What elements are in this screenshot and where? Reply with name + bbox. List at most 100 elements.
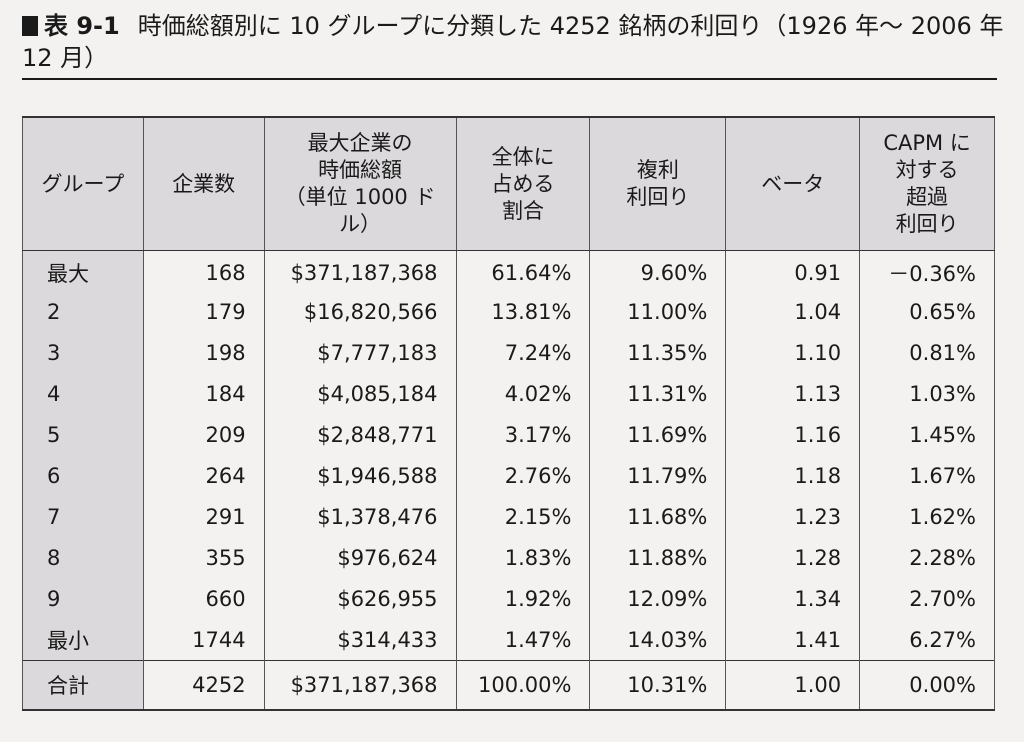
cell-compound-return: 11.88% <box>589 537 727 579</box>
cell-beta: 1.41 <box>725 619 861 661</box>
cell-group: 最小 <box>22 619 144 661</box>
cell-largest-market-cap: $2,848,771 <box>263 414 457 456</box>
cell-beta: 1.23 <box>725 496 861 538</box>
header-compound-return: 複利 利回り <box>589 116 727 251</box>
table-row: 5 209 $2,848,771 3.17% 11.69% 1.16 1.45% <box>22 414 995 456</box>
total-cell-company-count: 4252 <box>142 660 265 711</box>
table-title: 時価総額別に 10 グループに分類した 4252 銘柄の利回り（1926 年～ … <box>22 12 1004 72</box>
total-cell-group: 合計 <box>22 660 144 711</box>
cell-compound-return: 11.69% <box>589 414 727 456</box>
table-number: 表 9-1 <box>44 12 120 40</box>
cell-largest-market-cap: $626,955 <box>263 578 457 620</box>
cell-beta: 1.04 <box>725 291 861 333</box>
cell-share-of-total: 61.64% <box>455 250 591 292</box>
cell-share-of-total: 7.24% <box>455 332 591 374</box>
cell-beta: 1.10 <box>725 332 861 374</box>
cell-largest-market-cap: $314,433 <box>263 619 457 661</box>
cell-largest-market-cap: $1,378,476 <box>263 496 457 538</box>
cell-excess-return-vs-capm: 0.81% <box>859 332 995 374</box>
header-group: グループ <box>22 116 144 251</box>
cell-compound-return: 12.09% <box>589 578 727 620</box>
table-caption: 表 9-1 時価総額別に 10 グループに分類した 4252 銘柄の利回り（192… <box>22 10 1012 74</box>
cell-company-count: 198 <box>142 332 265 374</box>
cell-compound-return: 11.79% <box>589 455 727 497</box>
cell-compound-return: 14.03% <box>589 619 727 661</box>
cell-company-count: 184 <box>142 373 265 415</box>
cell-excess-return-vs-capm: 1.62% <box>859 496 995 538</box>
cell-share-of-total: 1.83% <box>455 537 591 579</box>
table-row: 2 179 $16,820,566 13.81% 11.00% 1.04 0.65% <box>22 291 995 333</box>
cell-beta: 0.91 <box>725 250 861 292</box>
cell-group: 5 <box>22 414 144 456</box>
cell-beta: 1.34 <box>725 578 861 620</box>
table-row: 7 291 $1,378,476 2.15% 11.68% 1.23 1.62% <box>22 496 995 538</box>
header-row: グループ 企業数 最大企業の 時価総額 （単位 1000 ドル） 全体に 占める 割合… <box>22 116 995 251</box>
table-row: 9 660 $626,955 1.92% 12.09% 1.34 2.70% <box>22 578 995 620</box>
cell-beta: 1.28 <box>725 537 861 579</box>
cell-group: 6 <box>22 455 144 497</box>
cell-share-of-total: 2.76% <box>455 455 591 497</box>
header-company-count: 企業数 <box>142 116 265 251</box>
cell-company-count: 264 <box>142 455 265 497</box>
total-cell-share-of-total: 100.00% <box>455 660 591 711</box>
cell-company-count: 291 <box>142 496 265 538</box>
cell-compound-return: 9.60% <box>589 250 727 292</box>
cell-company-count: 660 <box>142 578 265 620</box>
cell-group: 7 <box>22 496 144 538</box>
cell-compound-return: 11.31% <box>589 373 727 415</box>
cell-compound-return: 11.35% <box>589 332 727 374</box>
cell-beta: 1.16 <box>725 414 861 456</box>
table-row: 最大 168 $371,187,368 61.64% 9.60% 0.91 －0.36% <box>22 250 995 292</box>
cell-compound-return: 11.68% <box>589 496 727 538</box>
cell-group: 3 <box>22 332 144 374</box>
square-bullet-icon <box>22 16 38 36</box>
header-excess-return-vs-capm: CAPM に 対する 超過 利回り <box>859 116 995 251</box>
cell-excess-return-vs-capm: 1.03% <box>859 373 995 415</box>
cell-company-count: 355 <box>142 537 265 579</box>
cell-compound-return: 11.00% <box>589 291 727 333</box>
cell-share-of-total: 3.17% <box>455 414 591 456</box>
total-cell-largest-market-cap: $371,187,368 <box>263 660 457 711</box>
cell-share-of-total: 13.81% <box>455 291 591 333</box>
header-share-of-total: 全体に 占める 割合 <box>455 116 591 251</box>
cell-excess-return-vs-capm: 1.67% <box>859 455 995 497</box>
returns-table: グループ 企業数 最大企業の 時価総額 （単位 1000 ドル） 全体に 占める 割合… <box>22 116 995 711</box>
cell-excess-return-vs-capm: 2.70% <box>859 578 995 620</box>
cell-excess-return-vs-capm: 1.45% <box>859 414 995 456</box>
header-largest-market-cap: 最大企業の 時価総額 （単位 1000 ドル） <box>263 116 457 251</box>
cell-largest-market-cap: $4,085,184 <box>263 373 457 415</box>
cell-beta: 1.18 <box>725 455 861 497</box>
cell-company-count: 168 <box>142 250 265 292</box>
cell-group: 8 <box>22 537 144 579</box>
cell-beta: 1.13 <box>725 373 861 415</box>
header-beta: ベータ <box>725 116 861 251</box>
total-cell-beta: 1.00 <box>725 660 861 711</box>
cell-share-of-total: 2.15% <box>455 496 591 538</box>
cell-group: 2 <box>22 291 144 333</box>
cell-group: 9 <box>22 578 144 620</box>
table-row: 3 198 $7,777,183 7.24% 11.35% 1.10 0.81% <box>22 332 995 374</box>
table-row: 最小 1744 $314,433 1.47% 14.03% 1.41 6.27% <box>22 619 995 661</box>
cell-excess-return-vs-capm: －0.36% <box>859 250 995 292</box>
cell-largest-market-cap: $1,946,588 <box>263 455 457 497</box>
cell-group: 4 <box>22 373 144 415</box>
cell-largest-market-cap: $16,820,566 <box>263 291 457 333</box>
table-row: 8 355 $976,624 1.83% 11.88% 1.28 2.28% <box>22 537 995 579</box>
cell-largest-market-cap: $371,187,368 <box>263 250 457 292</box>
cell-excess-return-vs-capm: 0.65% <box>859 291 995 333</box>
cell-largest-market-cap: $7,777,183 <box>263 332 457 374</box>
cell-share-of-total: 1.92% <box>455 578 591 620</box>
table-row: 6 264 $1,946,588 2.76% 11.79% 1.18 1.67% <box>22 455 995 497</box>
total-row: 合計 4252 $371,187,368 100.00% 10.31% 1.00 0.00% <box>22 660 995 711</box>
cell-share-of-total: 1.47% <box>455 619 591 661</box>
total-cell-excess-return-vs-capm: 0.00% <box>859 660 995 711</box>
cell-excess-return-vs-capm: 2.28% <box>859 537 995 579</box>
cell-group: 最大 <box>22 250 144 292</box>
total-cell-compound-return: 10.31% <box>589 660 727 711</box>
caption-divider <box>22 78 997 80</box>
table-row: 4 184 $4,085,184 4.02% 11.31% 1.13 1.03% <box>22 373 995 415</box>
cell-company-count: 209 <box>142 414 265 456</box>
cell-share-of-total: 4.02% <box>455 373 591 415</box>
cell-company-count: 1744 <box>142 619 265 661</box>
